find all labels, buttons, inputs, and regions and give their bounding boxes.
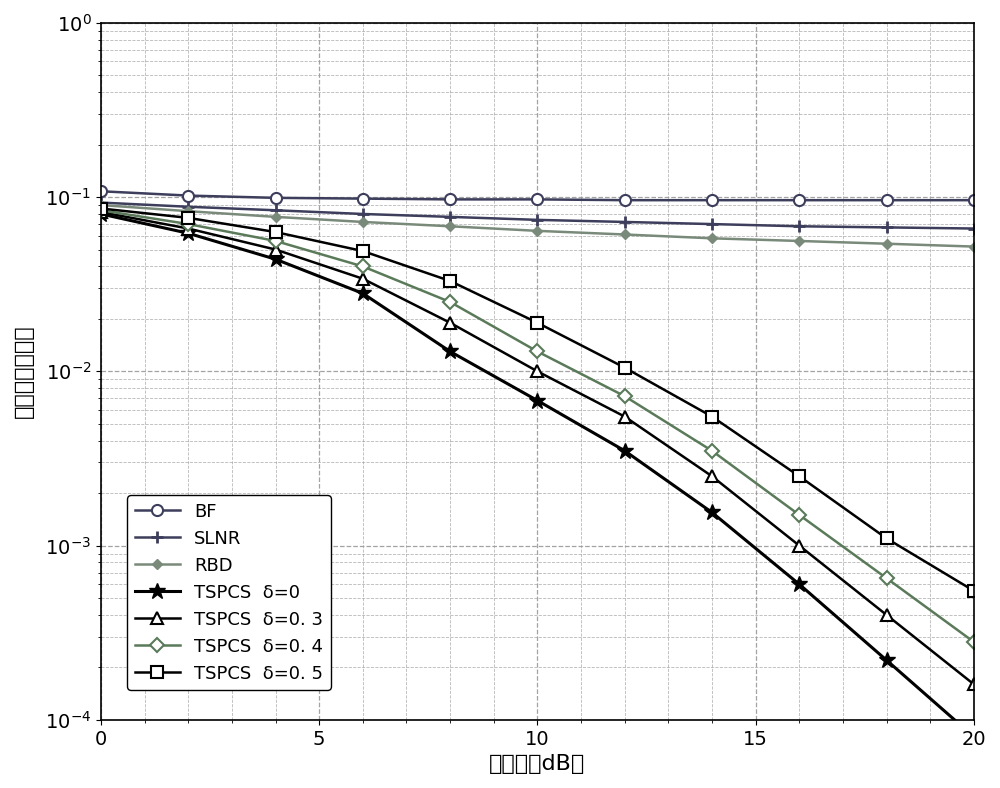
TSPCS  δ=0. 4: [881, 574, 893, 583]
TSPCS  δ=0. 5: [968, 586, 980, 596]
RBD: [357, 217, 369, 227]
RBD: [531, 226, 543, 236]
RBD: [793, 236, 805, 246]
TSPCS  δ=0. 4: [619, 392, 631, 401]
SLNR: [95, 198, 107, 207]
TSPCS  δ=0. 3: [881, 610, 893, 619]
TSPCS  δ=0. 4: [531, 347, 543, 356]
SLNR: [968, 224, 980, 233]
SLNR: [881, 223, 893, 232]
TSPCS  δ=0. 5: [444, 277, 456, 286]
SLNR: [182, 202, 194, 211]
TSPCS  δ=0. 5: [357, 247, 369, 256]
TSPCS  δ=0. 5: [793, 471, 805, 481]
TSPCS  δ=0. 4: [793, 510, 805, 519]
TSPCS  δ=0. 5: [270, 227, 282, 236]
TSPCS  δ=0. 3: [531, 366, 543, 376]
BF: [95, 187, 107, 196]
Legend: BF, SLNR, RBD, TSPCS  δ=0, TSPCS  δ=0. 3, TSPCS  δ=0. 4, TSPCS  δ=0. 5: BF, SLNR, RBD, TSPCS δ=0, TSPCS δ=0. 3, …: [127, 496, 331, 690]
Line: RBD: RBD: [98, 202, 977, 250]
TSPCS  δ=0. 5: [706, 412, 718, 422]
SLNR: [793, 221, 805, 231]
BF: [968, 195, 980, 205]
TSPCS  δ=0: [619, 446, 631, 455]
SLNR: [357, 210, 369, 219]
RBD: [444, 221, 456, 231]
TSPCS  δ=0: [357, 288, 369, 298]
TSPCS  δ=0. 4: [182, 219, 194, 229]
RBD: [706, 233, 718, 243]
BF: [357, 194, 369, 203]
TSPCS  δ=0: [881, 656, 893, 665]
Line: TSPCS  δ=0. 5: TSPCS δ=0. 5: [95, 203, 979, 597]
BF: [881, 195, 893, 205]
TSPCS  δ=0: [95, 210, 107, 219]
SLNR: [270, 206, 282, 215]
TSPCS  δ=0. 5: [95, 204, 107, 214]
TSPCS  δ=0. 4: [95, 206, 107, 215]
RBD: [182, 206, 194, 216]
TSPCS  δ=0. 3: [357, 274, 369, 284]
Line: TSPCS  δ=0. 3: TSPCS δ=0. 3: [95, 206, 979, 690]
BF: [706, 195, 718, 205]
SLNR: [706, 219, 718, 229]
TSPCS  δ=0. 5: [531, 318, 543, 328]
TSPCS  δ=0. 5: [619, 363, 631, 373]
TSPCS  δ=0: [706, 507, 718, 517]
TSPCS  δ=0: [531, 396, 543, 405]
BF: [182, 191, 194, 200]
BF: [531, 195, 543, 204]
BF: [793, 195, 805, 205]
TSPCS  δ=0: [793, 579, 805, 589]
SLNR: [619, 217, 631, 227]
TSPCS  δ=0: [968, 732, 980, 742]
SLNR: [531, 215, 543, 225]
TSPCS  δ=0. 3: [968, 679, 980, 689]
TSPCS  δ=0. 3: [444, 318, 456, 328]
TSPCS  δ=0: [444, 347, 456, 356]
TSPCS  δ=0. 3: [619, 412, 631, 422]
Line: SLNR: SLNR: [95, 196, 980, 235]
TSPCS  δ=0. 5: [182, 213, 194, 222]
SLNR: [444, 212, 456, 221]
TSPCS  δ=0. 3: [793, 541, 805, 550]
BF: [619, 195, 631, 205]
RBD: [619, 230, 631, 240]
Line: BF: BF: [95, 186, 979, 206]
Y-axis label: 用户平均误码率: 用户平均误码率: [14, 325, 34, 418]
RBD: [270, 212, 282, 221]
X-axis label: 信噪比（dB）: 信噪比（dB）: [489, 754, 586, 774]
RBD: [95, 200, 107, 210]
Line: TSPCS  δ=0: TSPCS δ=0: [93, 206, 982, 745]
TSPCS  δ=0. 3: [270, 245, 282, 255]
TSPCS  δ=0. 4: [270, 236, 282, 246]
Line: TSPCS  δ=0. 4: TSPCS δ=0. 4: [96, 206, 979, 647]
BF: [270, 193, 282, 203]
TSPCS  δ=0. 5: [881, 533, 893, 543]
BF: [444, 195, 456, 204]
TSPCS  δ=0: [182, 229, 194, 238]
TSPCS  δ=0. 4: [968, 637, 980, 647]
TSPCS  δ=0. 3: [182, 224, 194, 233]
TSPCS  δ=0. 3: [706, 471, 718, 481]
TSPCS  δ=0. 4: [706, 446, 718, 455]
RBD: [968, 242, 980, 251]
RBD: [881, 239, 893, 248]
TSPCS  δ=0. 4: [357, 262, 369, 271]
TSPCS  δ=0. 3: [95, 207, 107, 217]
TSPCS  δ=0. 4: [444, 297, 456, 307]
TSPCS  δ=0: [270, 255, 282, 264]
